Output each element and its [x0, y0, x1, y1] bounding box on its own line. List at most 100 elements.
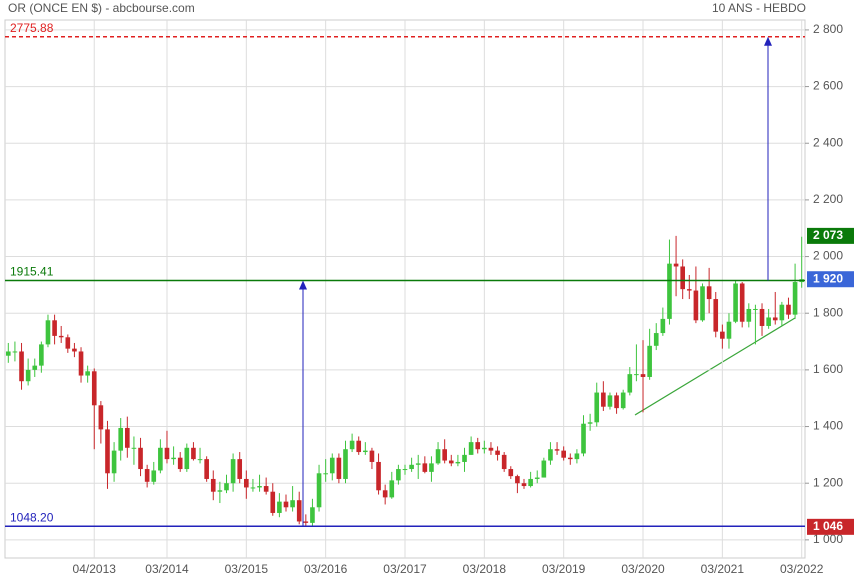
candle-body — [191, 447, 196, 460]
y-tick-label: 2 600 — [813, 79, 843, 93]
candle-body — [19, 351, 24, 382]
candle-body — [528, 478, 533, 487]
candle-body — [772, 317, 778, 321]
candle-body — [85, 371, 90, 376]
y-tick-label: 2 000 — [813, 249, 843, 263]
candle-body — [396, 469, 401, 481]
candle-body — [653, 333, 659, 346]
candle-body — [197, 459, 203, 461]
candle-body — [713, 299, 719, 332]
candle-body — [382, 490, 388, 498]
y-tick-label: 2 800 — [813, 22, 843, 36]
candle-body — [125, 427, 130, 448]
candle-body — [554, 449, 560, 451]
candle-body — [693, 290, 699, 321]
candle-body — [158, 447, 163, 471]
candle-body — [224, 483, 229, 491]
x-tick-label: 03/2021 — [701, 562, 745, 576]
candle-body — [290, 500, 295, 508]
candle-body — [323, 473, 328, 475]
candle-body — [184, 447, 190, 470]
candle-body — [574, 453, 580, 460]
candle-body — [488, 447, 494, 451]
candle-body — [733, 283, 738, 322]
candle-body — [706, 286, 712, 300]
x-tick-label: 03/2014 — [145, 562, 189, 576]
candle-body — [508, 469, 514, 477]
candle-body — [680, 266, 685, 290]
candle-body — [515, 476, 520, 484]
y-tick-label: 1 800 — [813, 305, 843, 319]
candle-body — [601, 392, 606, 407]
candle-body — [230, 459, 236, 484]
candle-body — [581, 423, 586, 454]
y-tick-label: 2 400 — [813, 135, 843, 149]
candle-body — [58, 335, 64, 338]
level-label: 2775.88 — [10, 21, 54, 35]
candle-body — [98, 405, 104, 430]
x-tick-label: 03/2018 — [463, 562, 507, 576]
candle-body — [660, 318, 666, 334]
candle-body — [455, 461, 461, 464]
price-badge-label: 2 073 — [813, 228, 843, 242]
y-tick-label: 1 400 — [813, 419, 843, 433]
candle-body — [422, 463, 428, 472]
candle-body — [753, 308, 758, 310]
candle-body — [131, 447, 137, 449]
candle-body — [673, 263, 679, 267]
candle-body — [296, 500, 302, 522]
candle-body — [468, 442, 474, 455]
candle-body — [151, 470, 157, 482]
price-badge-label: 1 046 — [813, 519, 843, 533]
candle-body — [343, 449, 348, 479]
candle-body — [779, 304, 785, 321]
price-badge — [807, 271, 854, 288]
price-badge — [807, 227, 854, 244]
candle-body — [462, 454, 467, 462]
candle-body — [78, 351, 84, 376]
candle-body — [667, 263, 672, 319]
candle-body — [402, 469, 408, 471]
candle-body — [336, 457, 342, 479]
candle-body — [310, 507, 315, 523]
candle-body — [32, 365, 38, 370]
candle-body — [634, 374, 639, 376]
candle-body — [369, 450, 375, 462]
candle-body — [316, 473, 322, 508]
candle-body — [620, 392, 626, 409]
candle-body — [270, 491, 276, 513]
candle-body — [376, 461, 381, 491]
chart-title: OR (ONCE EN $) - abcbourse.com — [8, 1, 195, 15]
candle-body — [475, 442, 481, 450]
candle-body — [534, 477, 540, 479]
candle-body — [594, 392, 600, 423]
candle-body — [244, 478, 249, 488]
candle-body — [686, 289, 692, 291]
candle-body — [144, 469, 150, 482]
candle-body — [442, 449, 447, 461]
price-badge — [807, 518, 854, 535]
arrow-head — [299, 280, 307, 290]
candle-body — [766, 317, 771, 326]
candle-body — [263, 486, 269, 492]
candle-body — [720, 331, 725, 339]
candle-body — [521, 483, 527, 487]
candle-body — [389, 480, 395, 498]
x-tick-label: 03/2020 — [621, 562, 665, 576]
x-tick-label: 03/2015 — [225, 562, 269, 576]
x-tick-label: 03/2016 — [304, 562, 348, 576]
y-tick-label: 1 000 — [813, 532, 843, 546]
chart-subtitle: 10 ANS - HEBDO — [712, 1, 806, 15]
candle-body — [429, 463, 434, 472]
candle-body — [257, 486, 262, 488]
level-label: 1915.41 — [10, 265, 54, 279]
trend-line — [634, 317, 796, 416]
candle-body — [283, 501, 289, 508]
price-badge-label: 1 920 — [813, 271, 843, 285]
candle-body — [210, 478, 216, 492]
candle-body — [72, 348, 77, 352]
candle-body — [746, 308, 752, 322]
candle-body — [495, 450, 500, 455]
candle-body — [627, 374, 633, 393]
